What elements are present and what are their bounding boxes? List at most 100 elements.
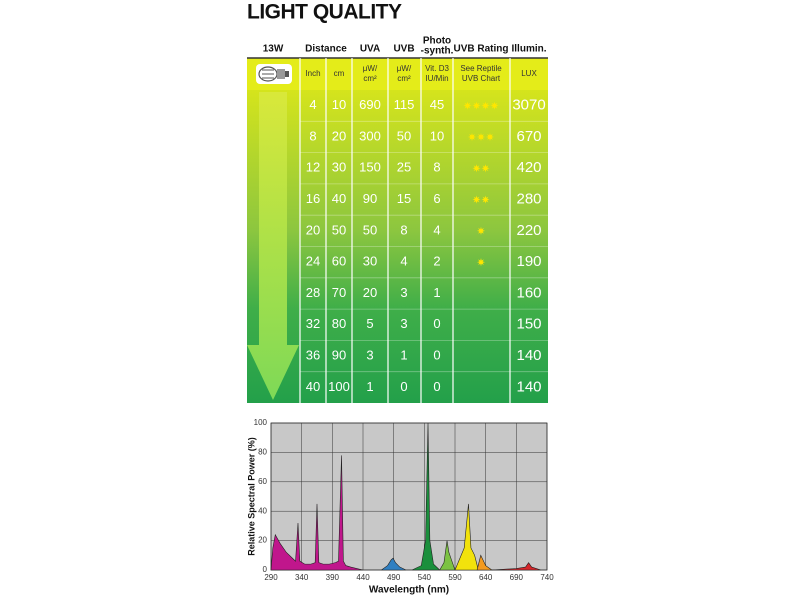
lux-value: 190 [516, 253, 541, 270]
star [472, 164, 481, 173]
x-tick-label: 740 [540, 573, 554, 582]
cell-value: 10 [430, 128, 444, 143]
cell-value: 4 [400, 254, 407, 269]
cell-value: 0 [433, 347, 440, 362]
cell-value: 300 [359, 128, 381, 143]
x-tick-label: 440 [356, 573, 370, 582]
y-tick-label: 20 [258, 536, 267, 545]
cell-value: 24 [306, 254, 320, 269]
cell-value: 0 [433, 379, 440, 394]
cell-value: 4 [433, 222, 440, 237]
unit-label: μW/ [397, 64, 412, 73]
lux-value: 280 [516, 191, 541, 208]
cell-value: 150 [359, 160, 381, 175]
cell-value: 10 [332, 97, 346, 112]
unit-label: See Reptile [460, 64, 502, 73]
bulb-icon [256, 64, 292, 84]
y-axis-label: Relative Spectral Power (%) [246, 437, 256, 556]
cell-value: 50 [397, 128, 411, 143]
cell-value: 115 [394, 97, 415, 112]
cell-value: 20 [332, 128, 346, 143]
x-tick-label: 540 [418, 573, 432, 582]
cell-value: 28 [306, 285, 320, 300]
uvb-rating-stars [463, 101, 499, 110]
cell-value: 690 [359, 97, 381, 112]
cell-value: 6 [433, 191, 440, 206]
uvb-rating-stars [468, 132, 494, 141]
cell-value: 32 [306, 316, 320, 331]
cell-value: 5 [366, 316, 373, 331]
cell-value: 1 [366, 379, 373, 394]
x-tick-label: 490 [387, 573, 401, 582]
cell-value: 20 [363, 285, 377, 300]
cell-value: 30 [363, 254, 377, 269]
cell-value: 40 [306, 379, 320, 394]
cell-value: 50 [363, 222, 377, 237]
uvb-rating-stars [477, 226, 485, 235]
unit-label: Inch [305, 69, 320, 78]
star [477, 132, 485, 141]
cell-value: 8 [309, 128, 316, 143]
lux-value: 220 [516, 222, 541, 239]
x-tick-label: 590 [448, 573, 462, 582]
lux-value: 150 [516, 316, 541, 333]
star [472, 195, 481, 204]
cell-value: 20 [306, 222, 320, 237]
unit-label: cm² [397, 74, 411, 83]
cell-value: 15 [397, 191, 411, 206]
y-tick-label: 60 [258, 477, 267, 486]
star [472, 101, 481, 110]
lux-value: 3070 [512, 97, 545, 114]
cell-value: 16 [306, 191, 320, 206]
cell-value: 8 [400, 222, 407, 237]
cell-value: 1 [400, 347, 407, 362]
uvb-rating-stars [477, 258, 485, 267]
spectrum-area [380, 557, 407, 571]
cell-value: 70 [332, 285, 346, 300]
star [486, 132, 494, 141]
x-tick-label: 390 [326, 573, 340, 582]
lux-value: 140 [516, 378, 541, 395]
x-tick-label: 340 [295, 573, 309, 582]
cell-value: 25 [397, 160, 411, 175]
distance-arrow [247, 92, 299, 400]
cell-value: 80 [332, 316, 346, 331]
column-header: Illumin. [512, 44, 547, 55]
x-axis-label: Wavelength (nm) [369, 585, 449, 596]
column-header: Photo [423, 36, 451, 47]
cell-value: 3 [400, 316, 407, 331]
cell-value: 40 [332, 191, 346, 206]
star [490, 101, 499, 110]
y-tick-label: 0 [263, 565, 268, 574]
unit-label: μW/ [363, 64, 378, 73]
cell-value: 60 [332, 254, 346, 269]
unit-label: Vit. D3 [425, 64, 449, 73]
lux-value: 160 [516, 284, 541, 301]
title: LIGHT QUALITY [247, 1, 402, 24]
spectrum-area [491, 562, 541, 571]
cell-value: 100 [328, 379, 350, 394]
cell-value: 0 [400, 379, 407, 394]
unit-label: LUX [521, 69, 537, 78]
cell-value: 30 [332, 160, 346, 175]
star [477, 226, 485, 235]
unit-label: UVB Chart [462, 74, 501, 83]
star [468, 132, 476, 141]
y-tick-label: 40 [258, 506, 267, 515]
spectrum-area [270, 455, 364, 571]
x-tick-label: 640 [479, 573, 493, 582]
y-tick-label: 100 [254, 418, 268, 427]
subheader-bg [247, 58, 548, 90]
cell-value: 4 [309, 97, 316, 112]
lux-value: 140 [516, 347, 541, 364]
column-header: UVB Rating [454, 44, 509, 55]
cell-value: 90 [332, 347, 346, 362]
rows-bg [247, 90, 548, 403]
cell-value: 1 [433, 285, 440, 300]
column-header: Distance [305, 44, 347, 55]
spectrum-area [476, 554, 493, 571]
y-tick-label: 80 [258, 448, 267, 457]
plot-background [270, 422, 548, 571]
cell-value: 8 [433, 160, 440, 175]
